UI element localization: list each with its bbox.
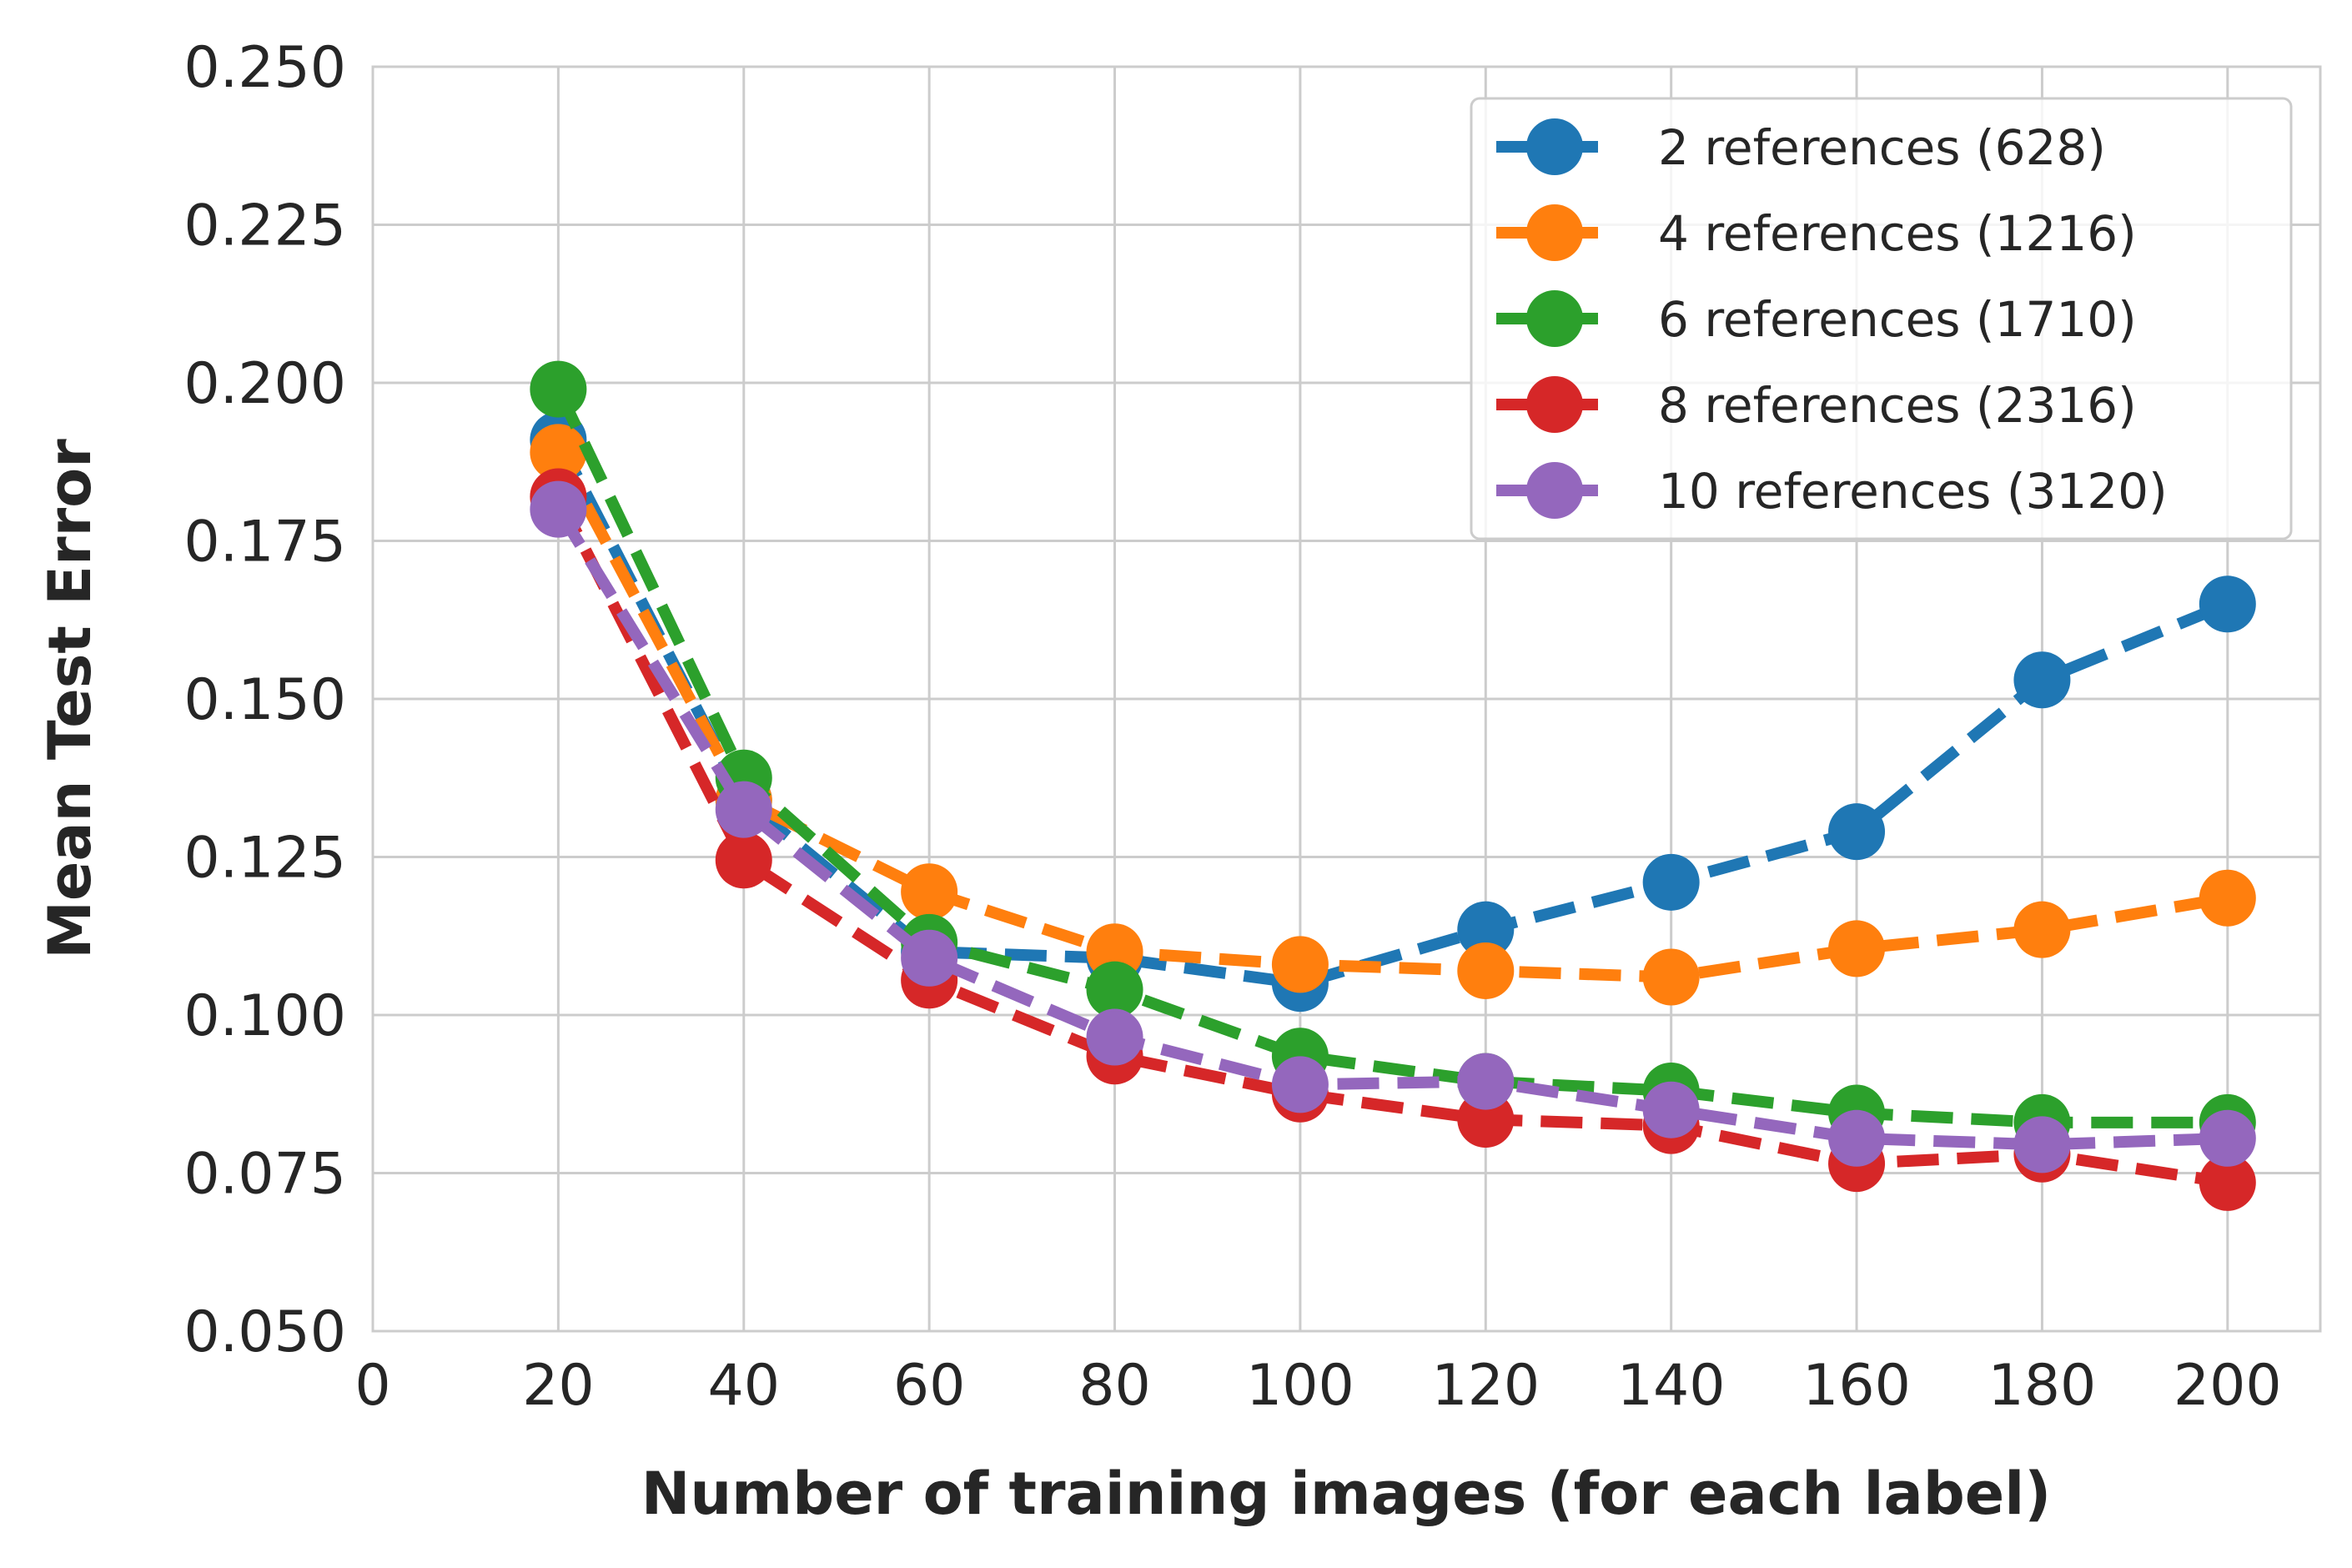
y-tick-label: 0.225 [183, 193, 346, 259]
data-point [901, 863, 958, 921]
x-axis-label: Number of training images (for each labe… [641, 1460, 2052, 1528]
legend-item: 8 references (2316) [1496, 376, 2137, 434]
legend-item: 2 references (628) [1496, 118, 2106, 176]
data-point [1271, 1056, 1329, 1113]
x-axis-ticks: 0 20 40 60 80 100 120 140 160 180 200 [354, 1353, 2281, 1419]
series-5 [530, 480, 2256, 1173]
legend-marker [1526, 118, 1583, 175]
x-tick-label: 160 [1802, 1353, 1911, 1419]
data-point [1828, 920, 1886, 977]
data-point [1642, 1081, 1700, 1138]
legend-marker [1526, 376, 1583, 433]
data-point [901, 929, 958, 987]
data-point [530, 424, 587, 481]
y-axis-label: Mean Test Error [36, 439, 104, 959]
data-point [2199, 1109, 2256, 1167]
x-tick-label: 60 [893, 1353, 966, 1419]
legend: 2 references (628) 4 references (1216) 6 r… [1470, 97, 2293, 540]
data-point [1457, 901, 1515, 958]
legend-label: 10 references (3120) [1658, 463, 2168, 520]
data-point [2013, 651, 2071, 709]
series-layer [530, 360, 2256, 1211]
y-tick-label: 0.125 [183, 826, 346, 892]
x-tick-label: 20 [522, 1353, 595, 1419]
legend-label: 6 references (1710) [1658, 291, 2137, 348]
legend-item: 6 references (1710) [1496, 290, 2137, 348]
x-tick-label: 80 [1078, 1353, 1151, 1419]
data-point [715, 781, 772, 838]
legend-label: 2 references (628) [1658, 119, 2106, 176]
data-point [1457, 942, 1515, 999]
data-point [530, 360, 587, 418]
y-tick-label: 0.200 [183, 351, 346, 417]
data-point [2013, 1116, 2071, 1173]
x-tick-label: 0 [354, 1353, 390, 1419]
series-line [553, 386, 2228, 1128]
data-point [1086, 1008, 1143, 1066]
y-tick-label: 0.150 [183, 667, 346, 733]
data-point [1086, 961, 1143, 1018]
legend-marker [1526, 204, 1583, 261]
data-point [1457, 1053, 1515, 1110]
data-point [2013, 901, 2071, 958]
data-point [530, 480, 587, 538]
data-point [1271, 936, 1329, 993]
legend-marker [1526, 462, 1583, 519]
y-tick-label: 0.175 [183, 510, 346, 575]
legend-frame [1470, 97, 2293, 540]
data-point [1642, 853, 1700, 911]
series-line [553, 437, 2230, 990]
legend-item: 4 references (1216) [1496, 204, 2137, 262]
data-point [2199, 1153, 2256, 1211]
data-point [1828, 1109, 1886, 1167]
data-point [1828, 803, 1886, 861]
y-axis-ticks: 0.050 0.075 0.100 0.125 0.150 0.175 0.200 0.225… [183, 35, 346, 1365]
y-tick-label: 0.050 [183, 1299, 346, 1365]
legend-item: 10 references (3120) [1496, 462, 2168, 520]
x-tick-label: 40 [707, 1353, 780, 1419]
x-tick-label: 140 [1617, 1353, 1726, 1419]
y-tick-label: 0.100 [183, 983, 346, 1049]
data-point [1642, 948, 1700, 1006]
y-tick-label: 0.250 [183, 35, 346, 101]
data-point [2199, 575, 2256, 633]
series-line [553, 505, 2229, 1151]
x-tick-label: 180 [1988, 1353, 2097, 1419]
x-tick-label: 200 [2174, 1353, 2282, 1419]
x-tick-label: 100 [1246, 1353, 1354, 1419]
legend-label: 8 references (2316) [1658, 377, 2137, 434]
legend-label: 4 references (1216) [1658, 205, 2137, 262]
data-point [2199, 869, 2256, 927]
series-line [553, 494, 2229, 1189]
legend-marker [1526, 290, 1583, 347]
plot-frame [371, 65, 2322, 1333]
series-line [553, 450, 2229, 983]
x-tick-label: 120 [1431, 1353, 1540, 1419]
y-tick-label: 0.075 [183, 1142, 346, 1208]
data-point [715, 832, 772, 889]
